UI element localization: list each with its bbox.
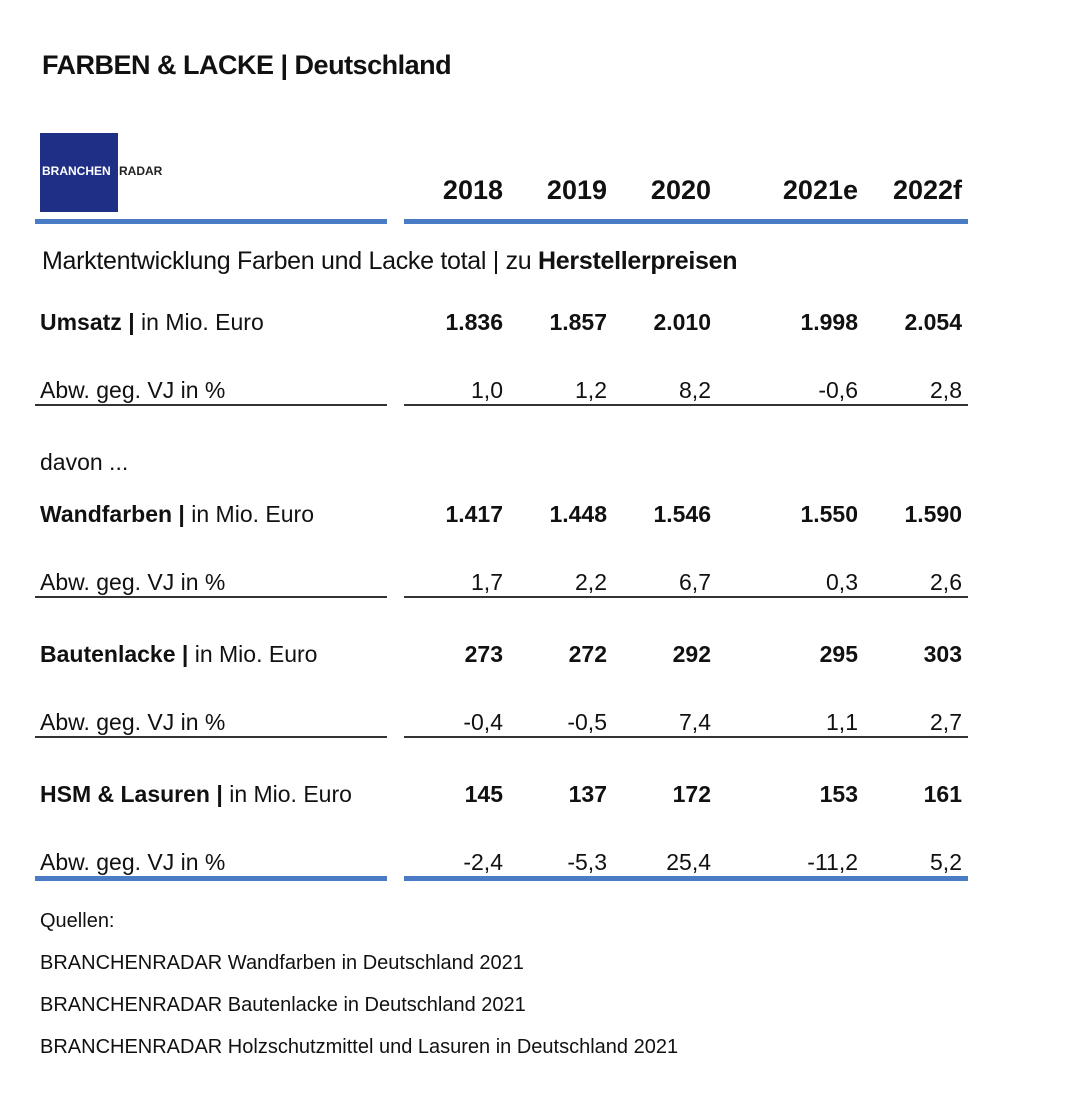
value: 1.550 <box>800 501 858 527</box>
value: 1.417 <box>445 501 503 527</box>
row-unit: in Mio. Euro <box>191 501 314 527</box>
change: -0,6 <box>818 377 858 403</box>
change: 1,1 <box>826 709 858 735</box>
logo-left: BRANCHEN <box>42 164 111 178</box>
row-heading: HSM & Lasuren | <box>40 781 223 807</box>
change: 2,6 <box>930 569 962 595</box>
row-heading: Umsatz | <box>40 309 135 335</box>
value: 1.590 <box>904 501 962 527</box>
logo: BRANCHEN RADAR <box>40 133 162 212</box>
column-header: 2022f <box>892 175 962 205</box>
source: BRANCHENRADAR Holzschutzmittel und Lasur… <box>40 1036 679 1058</box>
rule <box>404 876 968 881</box>
value: 153 <box>819 781 858 807</box>
subtitle: Marktentwicklung Farben und Lacke total … <box>42 247 738 275</box>
column-header: 2018 <box>442 175 503 205</box>
value: 295 <box>819 641 858 667</box>
row-label: Umsatz | in Mio. Euro <box>40 311 264 334</box>
subtitle-bold: Herstellerpreisen <box>538 247 738 275</box>
value: 145 <box>464 781 503 807</box>
rule <box>404 596 968 598</box>
change: 2,8 <box>930 377 962 403</box>
value: 303 <box>923 641 962 667</box>
change: -0,4 <box>463 709 503 735</box>
change: 2,2 <box>575 569 607 595</box>
title: FARBEN & LACKE | Deutschland <box>42 50 452 80</box>
row-heading: Bautenlacke | <box>40 641 189 667</box>
change: -11,2 <box>807 849 858 875</box>
change: -2,4 <box>463 849 503 875</box>
row-label: Abw. geg. VJ in % <box>40 569 226 595</box>
rule <box>35 596 387 598</box>
row-label: Abw. geg. VJ in % <box>40 849 226 875</box>
row-label: Abw. geg. VJ in % <box>40 377 226 403</box>
rule <box>404 219 968 224</box>
row-label: Bautenlacke | in Mio. Euro <box>40 643 317 666</box>
rule <box>35 219 387 224</box>
value: 2.054 <box>904 309 962 335</box>
value: 272 <box>568 641 607 667</box>
sources-heading: Quellen: <box>40 910 115 932</box>
value: 1.998 <box>800 309 858 335</box>
value: 172 <box>672 781 711 807</box>
row-unit: in Mio. Euro <box>229 781 352 807</box>
column-header: 2019 <box>546 175 607 205</box>
rule <box>404 404 968 406</box>
row-unit: in Mio. Euro <box>141 309 264 335</box>
rule <box>35 404 387 406</box>
column-header: 2020 <box>650 175 711 205</box>
subheading: davon ... <box>40 449 129 475</box>
value: 1.836 <box>445 309 503 335</box>
source: BRANCHENRADAR Bautenlacke in Deutschland… <box>40 994 526 1016</box>
subtitle-text: Marktentwicklung Farben und Lacke total … <box>42 247 532 275</box>
change: 6,7 <box>679 569 711 595</box>
value: 1.448 <box>549 501 607 527</box>
change: 2,7 <box>930 709 962 735</box>
change: -5,3 <box>567 849 607 875</box>
row-label: Abw. geg. VJ in % <box>40 709 226 735</box>
value: 1.546 <box>653 501 711 527</box>
change: 1,0 <box>471 377 503 403</box>
rule <box>35 876 387 881</box>
value: 137 <box>568 781 607 807</box>
change: 25,4 <box>666 849 711 875</box>
row-label: Wandfarben | in Mio. Euro <box>40 503 314 526</box>
row-heading: Wandfarben | <box>40 501 185 527</box>
value: 1.857 <box>549 309 607 335</box>
change: 1,7 <box>471 569 503 595</box>
logo-right: RADAR <box>119 164 163 178</box>
change: 1,2 <box>575 377 607 403</box>
change: 7,4 <box>679 709 711 735</box>
change: 0,3 <box>826 569 858 595</box>
rule <box>404 736 968 738</box>
value: 273 <box>464 641 503 667</box>
row-unit: in Mio. Euro <box>194 641 318 667</box>
value: 2.010 <box>653 309 711 335</box>
change: 8,2 <box>679 377 711 403</box>
change: 5,2 <box>930 849 962 875</box>
source: BRANCHENRADAR Wandfarben in Deutschland … <box>40 952 524 974</box>
column-header: 2021e <box>782 175 858 205</box>
rule <box>35 736 387 738</box>
value: 292 <box>672 641 711 667</box>
change: -0,5 <box>567 709 607 735</box>
row-label: HSM & Lasuren | in Mio. Euro <box>40 783 352 806</box>
value: 161 <box>923 781 962 807</box>
